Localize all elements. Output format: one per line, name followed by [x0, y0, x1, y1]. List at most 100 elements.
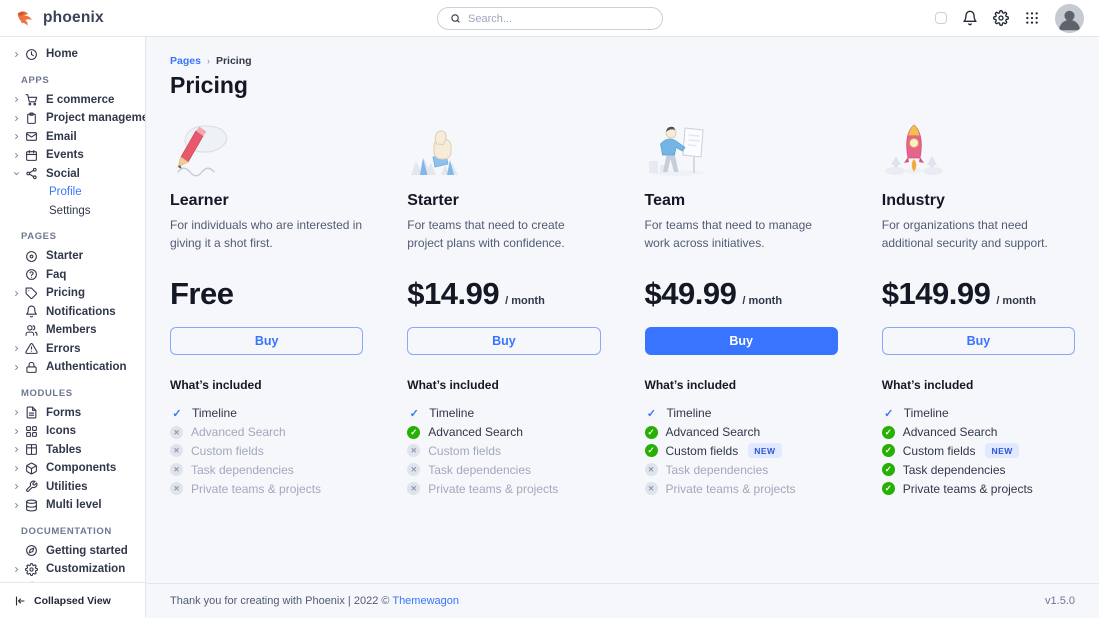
buy-button[interactable]: Buy [881, 327, 1075, 355]
plan-description: For teams that need to create project pl… [407, 218, 565, 250]
check-circle-icon [644, 425, 658, 439]
x-circle-icon [407, 463, 421, 477]
chevron-right-icon [13, 345, 23, 352]
sidebar-nav: Home APPS E commerce Project management … [0, 37, 145, 582]
sidebar-item-ecommerce[interactable]: E commerce [0, 91, 145, 110]
sidebar-item-errors[interactable]: Errors [0, 340, 145, 359]
sidebar-item-tables[interactable]: Tables [0, 441, 145, 460]
gear-icon [25, 563, 38, 576]
user-avatar[interactable] [1055, 3, 1084, 33]
feature-list: Timeline Advanced Search Custom fields T… [170, 404, 363, 498]
sidebar-item-pricing[interactable]: Pricing [0, 284, 145, 303]
pricing-card-starter: Starter For teams that need to create pr… [407, 123, 601, 498]
chevron-right-icon [13, 51, 23, 58]
themewagon-link[interactable]: Themewagon [392, 595, 459, 607]
apps-grid-icon[interactable] [1024, 10, 1040, 26]
x-circle-icon [644, 482, 658, 496]
sidebar-item-getting-started[interactable]: Getting started [0, 542, 145, 561]
search-input[interactable] [468, 12, 650, 25]
sidebar-item-multi-level[interactable]: Multi level [0, 496, 145, 515]
feature-list: Timeline Advanced Search Custom fieldsNE… [881, 404, 1075, 498]
sidebar-item-profile[interactable]: Profile [49, 186, 82, 199]
collapse-sidebar-button[interactable]: Collapsed View [0, 582, 145, 618]
sidebar: Home APPS E commerce Project management … [0, 37, 146, 618]
sidebar-item-utilities[interactable]: Utilities [0, 478, 145, 497]
table-icon [25, 443, 38, 456]
bell-icon[interactable] [962, 10, 978, 26]
chevron-right-icon [13, 152, 23, 159]
global-search[interactable] [437, 7, 663, 30]
sidebar-item-customization[interactable]: Customization [0, 560, 145, 579]
chevron-right-icon [13, 96, 23, 103]
x-circle-icon [644, 463, 658, 477]
check-icon [407, 407, 421, 420]
alert-triangle-icon [25, 342, 38, 355]
sidebar-item-components[interactable]: Components [0, 459, 145, 478]
plan-price: $149.99 / month [882, 276, 1075, 314]
pricing-card-team: Team For teams that need to manage work … [644, 123, 838, 498]
sidebar-item-events[interactable]: Events [0, 146, 145, 165]
chevron-right-icon [13, 409, 23, 416]
feature-item: Advanced Search [644, 423, 838, 442]
plan-name: Team [644, 192, 686, 209]
brand-logo[interactable]: phoenix [15, 8, 104, 29]
sidebar-item-icons[interactable]: Icons [0, 422, 145, 441]
sidebar-item-project-management[interactable]: Project management [0, 109, 145, 128]
rocket-illustration [882, 123, 1075, 179]
feature-item: Timeline [407, 404, 600, 423]
chevron-right-icon [13, 483, 23, 490]
breadcrumb-pages-link[interactable]: Pages [170, 55, 201, 67]
version-label: v1.5.0 [1045, 595, 1075, 607]
disc-icon [25, 250, 38, 263]
buy-button[interactable]: Buy [170, 327, 364, 355]
plan-name: Industry [881, 192, 945, 209]
price-amount: $49.99 [644, 276, 737, 311]
top-navbar: phoenix [0, 0, 1099, 37]
chevron-right-icon [13, 446, 23, 453]
x-circle-icon [170, 482, 183, 496]
breadcrumb-current: Pricing [215, 55, 252, 67]
buy-button[interactable]: Buy [644, 327, 838, 355]
x-circle-icon [407, 482, 421, 496]
sidebar-item-social[interactable]: Social [0, 165, 145, 184]
chevron-right-icon [13, 566, 23, 573]
sidebar-item-faq[interactable]: Faq [0, 266, 145, 285]
sidebar-item-authentication[interactable]: Authentication [0, 358, 145, 377]
sidebar-item-home[interactable]: Home [0, 45, 145, 64]
chevron-right-icon [13, 364, 23, 371]
price-amount: Free [170, 276, 234, 311]
sidebar-item-settings[interactable]: Settings [49, 204, 91, 217]
sidebar-item-starter[interactable]: Starter [0, 247, 145, 266]
page-footer: Thank you for creating with Phoenix | 20… [146, 583, 1099, 618]
avatar-image [1055, 3, 1084, 33]
search-icon [450, 13, 461, 24]
chevron-right-icon [13, 133, 23, 140]
feature-item: Task dependencies [407, 460, 600, 479]
help-circle-icon [25, 268, 38, 281]
sidebar-item-forms[interactable]: Forms [0, 404, 145, 423]
thumbs-up-illustration [407, 123, 600, 179]
footer-thanks-text: Thank you for creating with Phoenix | 20… [170, 595, 390, 607]
included-heading: What’s included [644, 378, 737, 392]
navbar-actions [935, 3, 1084, 33]
feature-list: Timeline Advanced Search Custom fields T… [407, 404, 600, 498]
layers-icon [25, 499, 38, 512]
new-badge: NEW [748, 443, 782, 459]
feature-item: Custom fields [407, 442, 600, 461]
sidebar-item-members[interactable]: Members [0, 321, 145, 340]
check-circle-icon [644, 444, 658, 458]
sidebar-item-gulp[interactable]: Gulp [0, 579, 145, 582]
check-circle-icon [881, 463, 895, 477]
calendar-icon [25, 149, 38, 162]
chevron-right-icon [13, 115, 23, 122]
buy-button[interactable]: Buy [407, 327, 601, 355]
gear-icon[interactable] [993, 10, 1009, 26]
feature-item: Private teams & projects [644, 479, 838, 498]
sidebar-item-notifications[interactable]: Notifications [0, 303, 145, 322]
theme-toggle[interactable] [935, 12, 947, 24]
x-circle-icon [170, 463, 183, 477]
file-text-icon [25, 406, 38, 419]
sidebar-item-email[interactable]: Email [0, 128, 145, 147]
